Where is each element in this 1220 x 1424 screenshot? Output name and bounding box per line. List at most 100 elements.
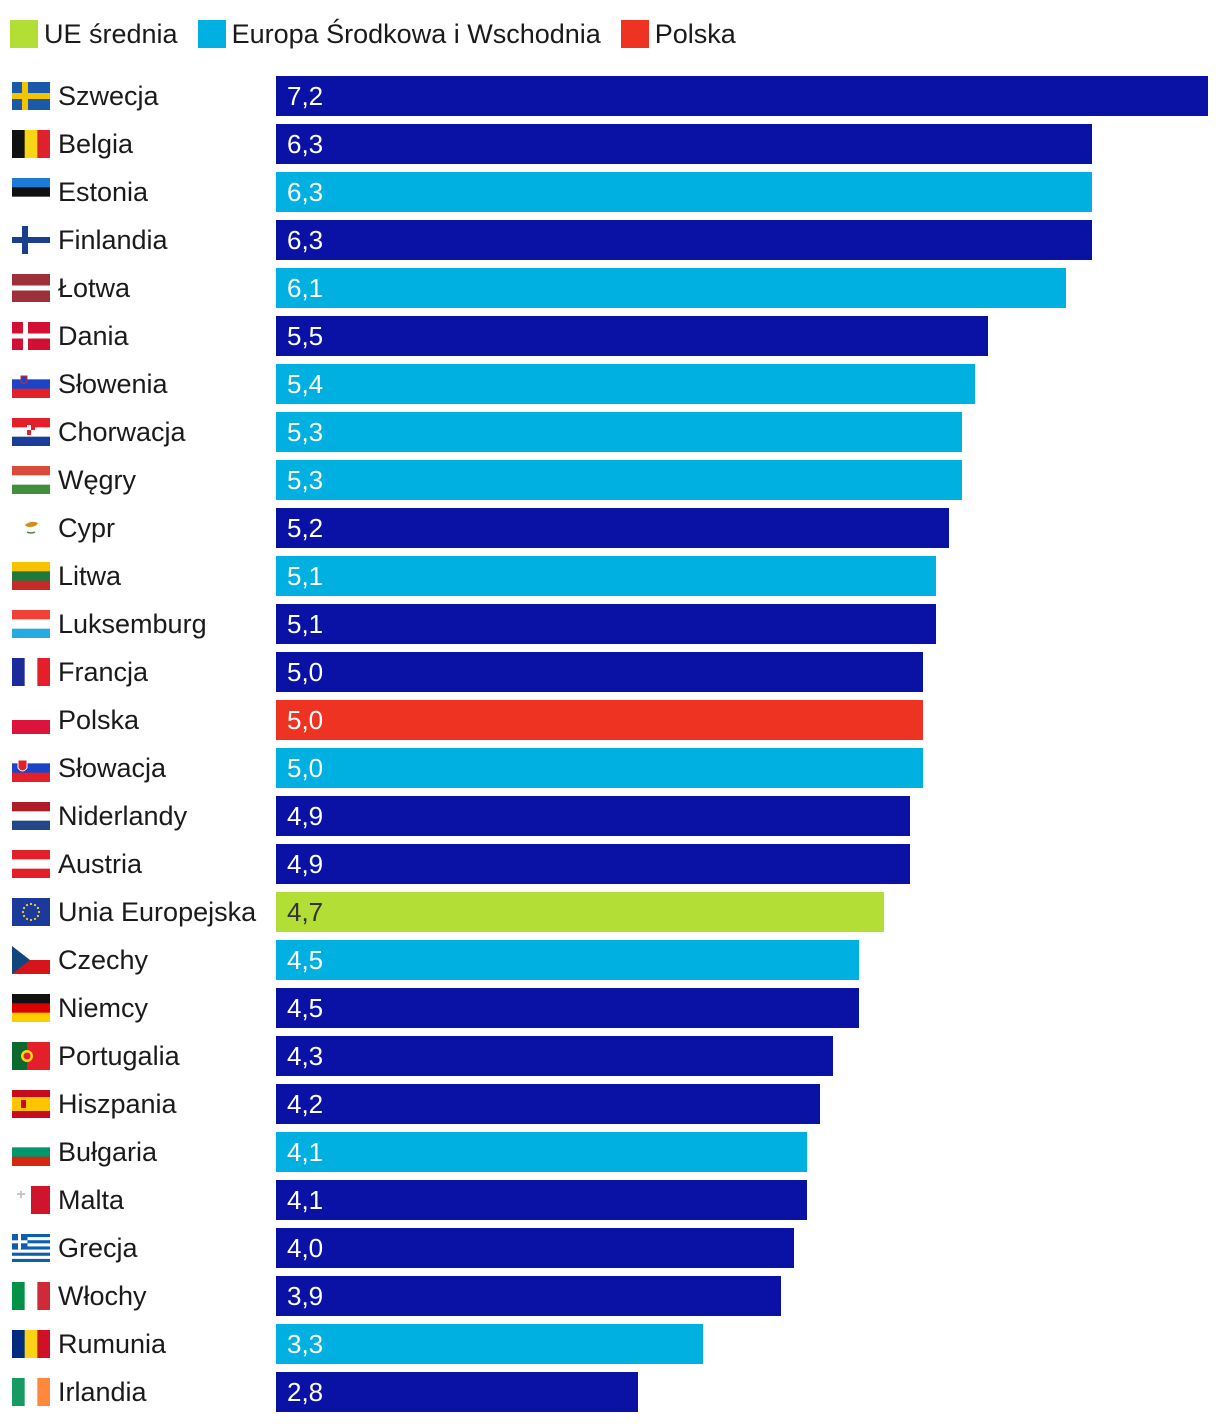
bar-mt <box>276 1180 807 1220</box>
bar-ro <box>276 1324 703 1364</box>
bar-fi <box>276 220 1092 260</box>
bar-lv <box>276 268 1066 308</box>
flag-lu-icon <box>12 610 50 639</box>
country-label-ee: Estonia <box>58 177 149 207</box>
legend-item-cee: Europa Środkowa i Wschodnia <box>197 18 601 50</box>
flag-be-icon <box>12 130 51 158</box>
flag-hr-icon <box>12 418 50 447</box>
country-label-sk: Słowacja <box>58 753 167 783</box>
flag-ro-icon <box>12 1330 51 1358</box>
country-label-dk: Dania <box>58 321 129 351</box>
country-label-at: Austria <box>58 849 143 879</box>
country-label-be: Belgia <box>58 129 134 159</box>
flag-gr-icon <box>12 1234 50 1263</box>
bar-sk <box>276 748 923 788</box>
country-label-mt: Malta <box>58 1185 125 1215</box>
country-label-pl: Polska <box>58 705 140 735</box>
bar-si <box>276 364 975 404</box>
flag-se-icon <box>12 82 50 110</box>
country-label-hr: Chorwacja <box>58 417 186 447</box>
bar-value-label-be: 6,3 <box>287 129 324 159</box>
bar-value-label-se: 7,2 <box>287 81 324 111</box>
bar-de <box>276 988 859 1028</box>
flag-bg-icon <box>12 1138 50 1167</box>
bar-hu <box>276 460 962 500</box>
bar-at <box>276 844 910 884</box>
flag-si-icon <box>12 370 50 399</box>
bar-value-label-ie: 2,8 <box>287 1377 324 1407</box>
flag-fi-icon <box>12 226 50 254</box>
bar-se <box>276 76 1208 116</box>
bar-hr <box>276 412 962 452</box>
bar-value-label-gr: 4,0 <box>287 1233 324 1263</box>
bar-value-label-fi: 6,3 <box>287 225 324 255</box>
bar-value-label-it: 3,9 <box>287 1281 324 1311</box>
bar-pl <box>276 700 923 740</box>
bar-lt <box>276 556 936 596</box>
bar-bg <box>276 1132 807 1172</box>
flag-lt-icon <box>12 562 50 591</box>
flag-cy-icon <box>12 514 50 542</box>
bar-value-label-lu: 5,1 <box>287 609 324 639</box>
bar-value-label-at: 4,9 <box>287 849 324 879</box>
legend-item-eu-average: UE średnia <box>10 19 178 50</box>
bar-value-label-hr: 5,3 <box>287 417 324 447</box>
legend-label-eu-average: UE średnia <box>44 18 178 49</box>
country-label-de: Niemcy <box>58 993 149 1023</box>
flag-fr-icon <box>12 658 51 686</box>
flag-pl-icon <box>12 706 50 735</box>
bar-pt <box>276 1036 833 1076</box>
flag-ie-icon <box>12 1378 51 1406</box>
country-label-hu: Węgry <box>58 465 137 495</box>
flag-eu-icon <box>12 898 50 926</box>
country-label-fi: Finlandia <box>58 225 168 255</box>
country-label-gr: Grecja <box>58 1233 138 1263</box>
bar-dk <box>276 316 988 356</box>
bar-lu <box>276 604 936 644</box>
bar-eu <box>276 892 884 932</box>
bar-value-label-ro: 3,3 <box>287 1329 324 1359</box>
bar-value-label-pt: 4,3 <box>287 1041 324 1071</box>
bar-value-label-si: 5,4 <box>287 369 324 399</box>
legend: UE średnia Europa Środkowa i Wschodnia P… <box>10 14 756 54</box>
bar-value-label-sk: 5,0 <box>287 753 324 783</box>
bar-value-label-lv: 6,1 <box>287 273 324 303</box>
bar-value-label-cy: 5,2 <box>287 513 324 543</box>
bar-cy <box>276 508 949 548</box>
bar-gr <box>276 1228 794 1268</box>
flag-hu-icon <box>12 466 50 495</box>
bar-value-label-ee: 6,3 <box>287 177 324 207</box>
country-label-it: Włochy <box>58 1281 147 1311</box>
legend-item-poland: Polska <box>620 18 736 50</box>
flag-nl-icon <box>12 802 50 831</box>
bar-value-label-de: 4,5 <box>287 993 324 1023</box>
bar-value-label-bg: 4,1 <box>287 1137 324 1167</box>
country-label-ro: Rumunia <box>58 1329 167 1359</box>
flag-dk-icon <box>12 322 50 350</box>
country-label-es: Hiszpania <box>58 1089 177 1119</box>
flag-ee-icon <box>12 178 50 207</box>
country-label-se: Szwecja <box>58 81 159 111</box>
bar-value-label-lt: 5,1 <box>287 561 324 591</box>
bar-value-label-dk: 5,5 <box>287 321 324 351</box>
bar-es <box>276 1084 820 1124</box>
country-label-lt: Litwa <box>58 561 122 591</box>
legend-swatch-poland <box>620 20 649 48</box>
bar-nl <box>276 796 910 836</box>
flag-at-icon <box>12 850 50 879</box>
country-label-fr: Francja <box>58 657 149 687</box>
bar-value-label-fr: 5,0 <box>287 657 324 687</box>
bar-value-label-cz: 4,5 <box>287 945 324 975</box>
bar-value-label-eu: 4,7 <box>287 897 324 927</box>
legend-swatch-cee <box>197 20 226 48</box>
legend-label-cee: Europa Środkowa i Wschodnia <box>231 18 601 49</box>
country-label-si: Słowenia <box>58 369 168 399</box>
bar-cz <box>276 940 859 980</box>
bar-be <box>276 124 1092 164</box>
flag-sk-icon <box>12 754 50 783</box>
legend-label-poland: Polska <box>654 18 736 49</box>
country-label-cz: Czechy <box>58 945 149 975</box>
bar-it <box>276 1276 781 1316</box>
flag-pt-icon <box>12 1042 50 1070</box>
country-label-lu: Luksemburg <box>58 609 207 639</box>
